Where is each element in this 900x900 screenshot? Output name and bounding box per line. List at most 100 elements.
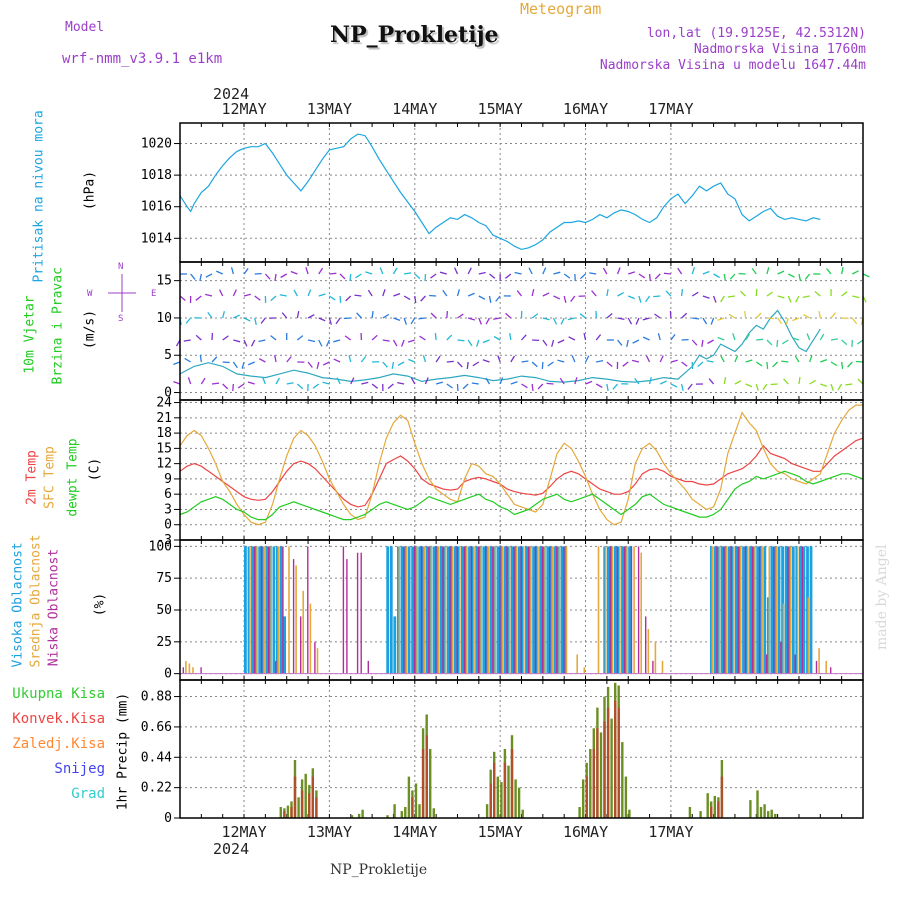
bar-srednja-oblacnost bbox=[825, 660, 827, 674]
wind-barb bbox=[307, 314, 315, 319]
bottom-day-label: 13MAY bbox=[307, 823, 352, 841]
bar-srednja-oblacnost bbox=[796, 546, 799, 674]
wind-barb bbox=[446, 360, 454, 363]
bar-niska-oblacnost bbox=[435, 546, 437, 674]
wind-barb bbox=[379, 267, 384, 275]
wind-barb bbox=[354, 294, 362, 297]
wind-barb bbox=[531, 383, 534, 392]
wind-barb bbox=[222, 383, 229, 390]
wind-barb bbox=[579, 313, 586, 319]
temperature-ytick-label: -3 bbox=[156, 533, 172, 548]
wind-barb bbox=[606, 361, 613, 367]
wind-barb bbox=[792, 317, 800, 322]
bar-niska-oblacnost bbox=[645, 616, 647, 674]
wind-barb bbox=[393, 292, 401, 297]
bar-srednja-oblacnost bbox=[654, 641, 657, 674]
bar-srednja-oblacnost bbox=[647, 629, 650, 674]
bottom-day-label: 17MAY bbox=[648, 823, 693, 841]
bar-ukupna-kisa bbox=[407, 776, 411, 818]
wind-barb bbox=[312, 383, 320, 389]
wind-barb bbox=[467, 339, 473, 347]
wind-barb bbox=[457, 361, 463, 368]
bar-niska-oblacnost bbox=[182, 667, 184, 674]
wind-barb bbox=[497, 355, 501, 363]
bar-visoka-oblacnost bbox=[791, 546, 795, 674]
wind-barb bbox=[830, 312, 837, 319]
bar-srednja-oblacnost bbox=[633, 546, 635, 674]
wind-barb bbox=[795, 295, 800, 303]
pressure-ytick-label: 1020 bbox=[141, 137, 172, 152]
bar-visoka-oblacnost bbox=[425, 546, 429, 674]
pressure-ytick-label: 1018 bbox=[141, 168, 172, 183]
wind-barb bbox=[446, 334, 453, 341]
wind-barb bbox=[751, 267, 757, 275]
bar-srednja-oblacnost bbox=[249, 546, 251, 674]
wind-barb bbox=[439, 271, 447, 275]
bar-visoka-oblacnost bbox=[731, 546, 735, 674]
bar-visoka-oblacnost bbox=[614, 546, 617, 674]
wind-barb bbox=[830, 383, 834, 391]
wind-barb bbox=[542, 292, 550, 297]
wind-barb bbox=[852, 295, 860, 299]
wind-barb bbox=[328, 317, 332, 325]
wind-barb bbox=[173, 380, 181, 385]
bar-niska-oblacnost bbox=[282, 546, 284, 674]
bar-visoka-oblacnost bbox=[411, 546, 414, 674]
bar-visoka-oblacnost bbox=[756, 546, 760, 674]
bar-ukupna-kisa bbox=[774, 813, 777, 818]
wind-barb bbox=[702, 295, 710, 299]
bar-visoka-oblacnost bbox=[439, 546, 443, 674]
wind-barb bbox=[766, 339, 773, 346]
bar-srednja-oblacnost bbox=[501, 546, 504, 674]
bar-visoka-oblacnost bbox=[777, 546, 781, 674]
wind-barb bbox=[645, 355, 651, 363]
top-day-label: 15MAY bbox=[478, 100, 523, 118]
compass-north: N bbox=[118, 262, 124, 272]
bar-konvek-kisa bbox=[421, 749, 425, 818]
top-day-label: 13MAY bbox=[307, 100, 352, 118]
wind-barb bbox=[467, 317, 476, 321]
bar-visoka-oblacnost bbox=[510, 546, 514, 674]
wind-barb bbox=[478, 295, 486, 300]
wind-barb bbox=[243, 267, 249, 275]
wind-barb bbox=[435, 355, 441, 363]
wind-barb bbox=[336, 377, 341, 385]
wind-barb bbox=[446, 310, 449, 319]
bar-visoka-oblacnost bbox=[450, 546, 454, 674]
series-line-2m-temp bbox=[179, 437, 864, 508]
wind-barb bbox=[414, 295, 417, 304]
bar-ukupna-kisa bbox=[624, 776, 628, 818]
precipitation-ytick-label: 0 bbox=[164, 811, 172, 826]
bar-visoka-oblacnost bbox=[788, 546, 792, 674]
wind-barb bbox=[430, 312, 437, 319]
wind-barb bbox=[638, 273, 646, 279]
bar-visoka-oblacnost bbox=[759, 546, 763, 674]
compass-south: S bbox=[118, 314, 124, 324]
bar-srednja-oblacnost bbox=[611, 546, 614, 674]
wind-barb bbox=[335, 317, 341, 325]
wind-barb bbox=[740, 290, 747, 297]
wind-barb bbox=[622, 361, 629, 367]
wind-barb bbox=[841, 339, 848, 346]
bar-niska-oblacnost bbox=[470, 546, 473, 674]
wind-barb bbox=[275, 377, 281, 385]
bar-visoka-oblacnost bbox=[749, 546, 752, 674]
bar-visoka-oblacnost bbox=[720, 546, 724, 674]
wind-barb bbox=[851, 317, 858, 324]
wind-barb bbox=[510, 355, 515, 363]
wind-barb bbox=[802, 295, 810, 298]
wind-barb bbox=[179, 295, 186, 301]
wind-barb bbox=[542, 317, 550, 321]
wind-barb bbox=[632, 339, 640, 344]
wind-barb bbox=[830, 338, 838, 341]
wind-barb bbox=[493, 317, 501, 320]
bar-konvek-kisa bbox=[311, 776, 314, 818]
bar-visoka-oblacnost bbox=[457, 546, 461, 674]
bar-visoka-oblacnost bbox=[717, 546, 720, 674]
bar-visoka-oblacnost bbox=[738, 546, 742, 674]
bar-visoka-oblacnost bbox=[727, 546, 731, 674]
wind-barb bbox=[635, 317, 640, 325]
bar-srednja-oblacnost bbox=[451, 546, 454, 674]
bar-visoka-oblacnost bbox=[482, 546, 486, 674]
wind-barb bbox=[837, 383, 843, 391]
